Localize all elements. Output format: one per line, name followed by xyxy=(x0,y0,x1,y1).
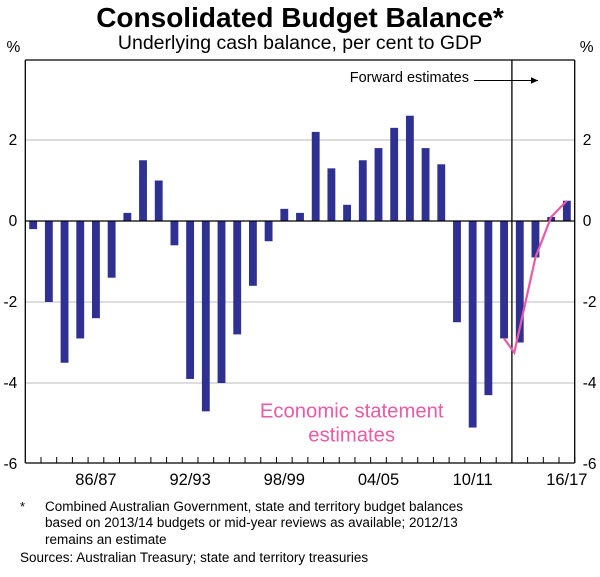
svg-text:16/17: 16/17 xyxy=(546,471,587,489)
svg-text:10/11: 10/11 xyxy=(453,471,493,489)
svg-text:04/05: 04/05 xyxy=(358,471,399,489)
svg-text:Forward estimates: Forward estimates xyxy=(350,70,469,86)
svg-text:-2: -2 xyxy=(583,294,597,311)
svg-text:%: % xyxy=(7,39,21,56)
svg-text:-4: -4 xyxy=(583,375,597,392)
svg-text:-2: -2 xyxy=(4,294,18,311)
svg-text:0: 0 xyxy=(9,213,18,230)
svg-text:2: 2 xyxy=(9,132,18,149)
svg-text:86/87: 86/87 xyxy=(75,471,116,489)
svg-text:92/93: 92/93 xyxy=(169,471,210,489)
svg-text:2: 2 xyxy=(583,132,592,149)
svg-text:0: 0 xyxy=(583,213,592,230)
svg-text:Economic statement: Economic statement xyxy=(260,401,444,423)
svg-text:-4: -4 xyxy=(4,375,18,392)
svg-text:estimates: estimates xyxy=(308,425,395,447)
svg-text:98/99: 98/99 xyxy=(264,471,305,489)
svg-text:-6: -6 xyxy=(4,456,18,473)
svg-text:%: % xyxy=(580,39,594,56)
